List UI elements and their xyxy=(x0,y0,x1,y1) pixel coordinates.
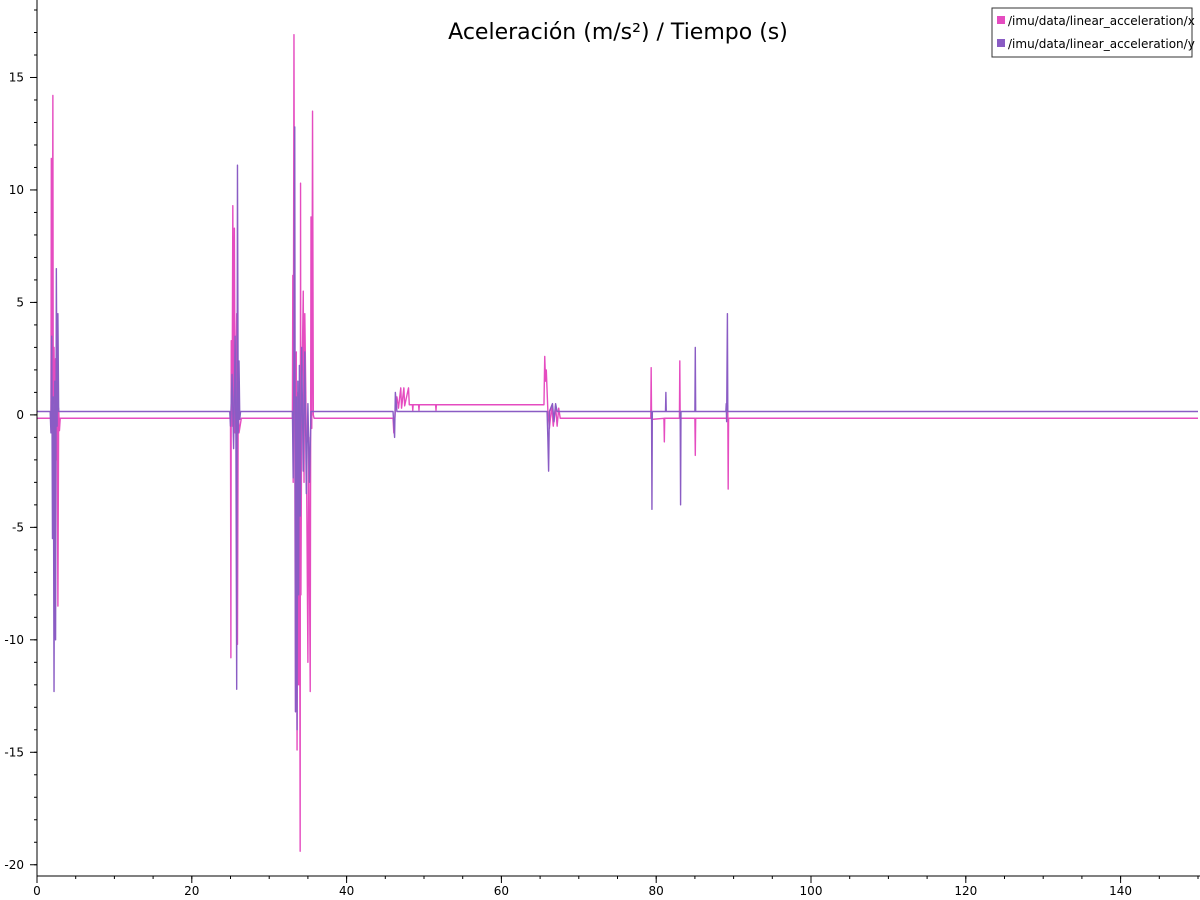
series-layer xyxy=(37,34,1198,852)
chart-title: Aceleración (m/s²) / Tiempo (s) xyxy=(448,20,788,45)
y-tick-label: 5 xyxy=(16,295,24,309)
x-tick-label: 20 xyxy=(184,884,199,898)
legend-label-y: /imu/data/linear_acceleration/y xyxy=(1008,37,1195,51)
y-tick-label: -20 xyxy=(4,858,24,872)
y-tick-label: 10 xyxy=(9,183,24,197)
legend-label-x: /imu/data/linear_acceleration/x xyxy=(1008,14,1195,28)
legend-swatch-x xyxy=(997,16,1005,24)
x-tick-label: 80 xyxy=(649,884,664,898)
legend: /imu/data/linear_acceleration/x /imu/dat… xyxy=(991,7,1195,58)
legend-box xyxy=(991,7,1193,58)
x-tick-label: 120 xyxy=(954,884,977,898)
x-tick-label: 140 xyxy=(1109,884,1132,898)
series-line-y xyxy=(37,126,1198,731)
y-tick-label: -10 xyxy=(4,633,24,647)
x-tick-label: 40 xyxy=(339,884,354,898)
y-tick-label: 0 xyxy=(16,408,24,422)
y-tick-label: 15 xyxy=(9,70,24,84)
y-tick-label: -5 xyxy=(12,520,24,534)
x-tick-label: 0 xyxy=(33,884,41,898)
legend-swatch-y xyxy=(997,39,1005,47)
x-tick-label: 100 xyxy=(800,884,823,898)
x-tick-label: 60 xyxy=(494,884,509,898)
ticks: 0 20 40 60 80 100 120 140 -20 -15 -10 -5 0 5 10 15 xyxy=(4,9,1199,898)
series-line-x xyxy=(37,34,1198,852)
y-tick-label: -15 xyxy=(4,745,24,759)
